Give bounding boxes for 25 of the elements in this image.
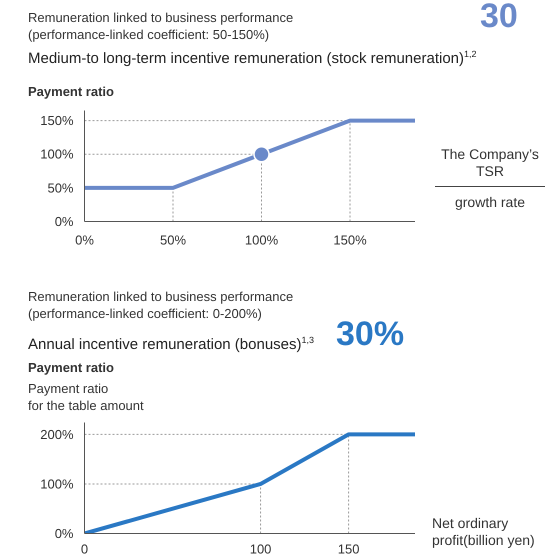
- x-tick-label: 0%: [75, 232, 94, 248]
- x-tick-label: 150%: [333, 232, 368, 248]
- x-axis-title: The Company’s TSR growth rate: [440, 146, 540, 211]
- y-tick-label: 200%: [40, 426, 74, 442]
- x-tick-label: 100: [250, 542, 272, 556]
- chart-title: Annual incentive remuneration (bonuses)$^{1,3}$: [28, 334, 314, 353]
- text: 30: [480, 0, 518, 35]
- y-tick-label: 150%: [40, 113, 74, 128]
- x-tick-label: 150: [338, 542, 360, 556]
- chart-subtitle: Remuneration linked to business performance (performance-linked coefficient: 50-150%): [28, 9, 294, 43]
- y-tick-label: 0%: [54, 526, 74, 541]
- x-tick-label: 50%: [160, 232, 186, 248]
- x-axis-title: Net ordinary profit(billion yen): [432, 515, 535, 549]
- y-tick-label: 0%: [54, 214, 74, 229]
- chart-title: Medium-to long-term incentive remuneration (stock remuneration)$^{1,2}$: [28, 48, 477, 67]
- y-tick-label: 50%: [47, 180, 74, 196]
- x-tick-label: 0: [80, 542, 88, 556]
- y-tick-label: 100%: [40, 146, 74, 162]
- x-tick-label: 100%: [244, 232, 279, 248]
- y-tick-label: 100%: [40, 476, 74, 492]
- text: 30%: [336, 315, 404, 353]
- y-axis-title: Payment ratio for the table amount: [28, 380, 144, 414]
- y-axis-title: Payment ratio: [28, 83, 114, 100]
- text: Payment ratio: [28, 359, 114, 376]
- chart-subtitle: Remuneration linked to business performance (performance-linked coefficient: 0-200%): [28, 288, 294, 322]
